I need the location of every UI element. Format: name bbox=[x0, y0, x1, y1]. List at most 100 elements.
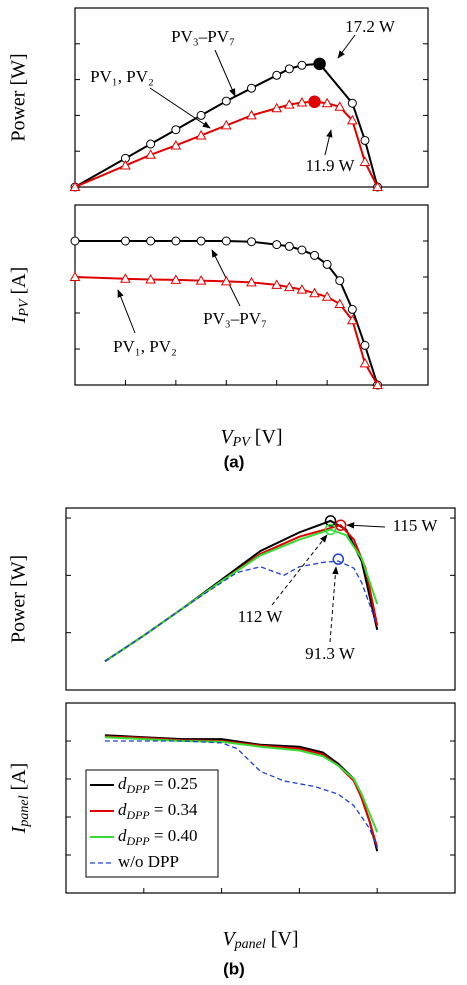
point bbox=[120, 160, 131, 170]
legend-label: dDPP = 0.25 bbox=[118, 774, 197, 796]
point bbox=[170, 274, 182, 284]
annotation-arrow bbox=[329, 566, 339, 643]
point bbox=[360, 135, 370, 145]
point bbox=[196, 110, 206, 120]
point bbox=[347, 98, 357, 108]
point bbox=[220, 275, 232, 286]
point bbox=[283, 281, 295, 292]
point bbox=[322, 259, 332, 269]
point bbox=[297, 60, 307, 70]
peak-marker bbox=[308, 95, 321, 109]
peak-label: 17.2 W bbox=[345, 17, 396, 36]
symbol: d bbox=[118, 826, 127, 845]
point bbox=[146, 139, 156, 149]
series-line bbox=[104, 736, 379, 833]
point bbox=[69, 181, 81, 191]
point bbox=[246, 276, 257, 287]
peak-label: 11.9 W bbox=[305, 156, 355, 175]
annotation-arrow bbox=[346, 522, 386, 529]
plot-frame bbox=[74, 7, 429, 188]
series-label: PV₁, PV₂ bbox=[113, 337, 177, 356]
symbol: d bbox=[118, 774, 127, 793]
series-label: PV₁, PV₂ bbox=[90, 67, 154, 86]
series-line bbox=[104, 560, 378, 662]
y-axis-label: Ipanel [A] bbox=[8, 763, 33, 835]
plot-frame bbox=[74, 204, 429, 386]
point bbox=[171, 125, 181, 135]
point bbox=[272, 240, 282, 250]
unit: = 0.34 bbox=[150, 800, 198, 819]
point bbox=[272, 70, 282, 80]
peak-label: 112 W bbox=[238, 607, 284, 626]
series-line bbox=[75, 240, 379, 386]
subscript: PV bbox=[232, 435, 252, 450]
subscript: PV bbox=[17, 298, 32, 318]
peak-label: 115 W bbox=[393, 516, 439, 535]
y-axis-label: Power [W] bbox=[8, 53, 30, 141]
series-line bbox=[74, 276, 379, 386]
unit: = 0.25 bbox=[150, 774, 198, 793]
point bbox=[170, 139, 182, 150]
point bbox=[347, 314, 358, 325]
point bbox=[247, 83, 256, 93]
point bbox=[297, 245, 307, 255]
point bbox=[196, 236, 206, 246]
point bbox=[271, 102, 283, 113]
unit: [V] bbox=[266, 928, 299, 950]
series-line bbox=[104, 740, 378, 848]
point bbox=[69, 271, 81, 281]
y-axis-label: IPV [A] bbox=[8, 267, 33, 325]
annotation-arrow bbox=[117, 289, 136, 334]
series-line bbox=[104, 519, 379, 663]
symbol: V bbox=[220, 426, 235, 448]
unit: [A] bbox=[8, 763, 30, 796]
point bbox=[309, 287, 320, 298]
point bbox=[195, 129, 207, 140]
point bbox=[334, 101, 346, 111]
peak-marker bbox=[324, 523, 337, 536]
point bbox=[372, 379, 383, 389]
symbol: V bbox=[222, 928, 237, 950]
plot-frame bbox=[65, 702, 456, 894]
point bbox=[284, 241, 294, 251]
annotation-arrow bbox=[337, 34, 356, 59]
point bbox=[347, 114, 358, 125]
point bbox=[347, 304, 357, 314]
point bbox=[145, 274, 156, 284]
peak-label: 91.3 W bbox=[305, 644, 356, 663]
subscript: panel bbox=[234, 937, 266, 952]
subscript: panel bbox=[17, 795, 32, 827]
peak-marker bbox=[334, 519, 347, 531]
subscript: DPP bbox=[126, 834, 150, 848]
series-line bbox=[104, 528, 379, 663]
legend-label: w/o DPP bbox=[118, 852, 179, 871]
x-axis-label: VPV [V] bbox=[220, 426, 282, 451]
unit: [A] bbox=[8, 267, 30, 300]
legend-box bbox=[85, 769, 219, 878]
point bbox=[120, 273, 131, 283]
annotation-arrow bbox=[214, 49, 236, 97]
point bbox=[296, 96, 308, 107]
x-axis-label: Vpanel [V] bbox=[222, 928, 298, 953]
point bbox=[334, 298, 346, 308]
point bbox=[220, 119, 232, 130]
symbol: I bbox=[8, 315, 30, 324]
annotation-arrow bbox=[149, 87, 211, 129]
symbol: d bbox=[118, 800, 127, 819]
point bbox=[321, 291, 333, 301]
point bbox=[145, 149, 156, 159]
point bbox=[284, 64, 294, 74]
series-line bbox=[74, 100, 379, 188]
point bbox=[296, 284, 308, 294]
point bbox=[360, 340, 370, 350]
peak-marker bbox=[313, 57, 326, 71]
point bbox=[372, 181, 383, 191]
point bbox=[195, 275, 207, 285]
y-axis-label: Power [W] bbox=[8, 555, 30, 643]
subscript: DPP bbox=[126, 808, 150, 822]
point bbox=[246, 109, 257, 120]
unit: = 0.40 bbox=[150, 826, 198, 845]
caption: (a) bbox=[224, 452, 245, 471]
unit: [V] bbox=[250, 426, 283, 448]
